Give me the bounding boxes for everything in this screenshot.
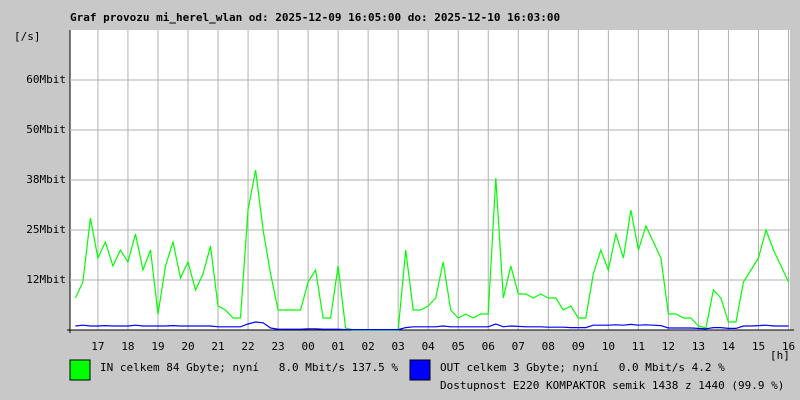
x-tick-label: 20 bbox=[181, 340, 194, 353]
x-tick-label: 06 bbox=[482, 340, 495, 353]
x-tick-label: 18 bbox=[121, 340, 134, 353]
y-tick-label: 50Mbit bbox=[26, 123, 66, 136]
x-tick-label: 22 bbox=[241, 340, 254, 353]
x-tick-label: 01 bbox=[331, 340, 344, 353]
legend-swatch bbox=[69, 359, 91, 381]
x-tick-label: 05 bbox=[452, 340, 465, 353]
x-tick-label: 17 bbox=[91, 340, 104, 353]
x-tick-label: 12 bbox=[662, 340, 675, 353]
series-line bbox=[75, 321, 789, 331]
legend-swatch bbox=[409, 359, 431, 381]
y-tick-label: 12Mbit bbox=[26, 273, 66, 286]
x-tick-label: 16 bbox=[782, 340, 795, 353]
y-tick-label: 25Mbit bbox=[26, 223, 66, 236]
annotation: Dostupnost E220 KOMPAKTOR semik 1438 z 1… bbox=[440, 379, 784, 392]
x-tick-label: 08 bbox=[542, 340, 555, 353]
legend-label: OUT celkem 3 Gbyte; nyní 0.0 Mbit/s 4.2 … bbox=[440, 361, 725, 374]
x-tick-label: 04 bbox=[422, 340, 436, 353]
chart-title: Graf provozu mi_herel_wlan od: 2025-12-0… bbox=[70, 11, 560, 24]
x-tick-label: 03 bbox=[392, 340, 405, 353]
x-tick-label: 21 bbox=[211, 340, 224, 353]
x-tick-label: 10 bbox=[602, 340, 615, 353]
x-tick-label: 19 bbox=[151, 340, 164, 353]
x-unit-label: [h] bbox=[770, 349, 790, 362]
x-tick-label: 07 bbox=[512, 340, 525, 353]
x-tick-label: 00 bbox=[301, 340, 314, 353]
x-tick-label: 02 bbox=[362, 340, 375, 353]
y-unit-label: [/s] bbox=[14, 30, 41, 43]
x-tick-label: 15 bbox=[752, 340, 765, 353]
x-tick-label: 13 bbox=[692, 340, 705, 353]
y-tick-label: 60Mbit bbox=[26, 73, 66, 86]
series-line bbox=[74, 169, 790, 331]
x-tick-label: 09 bbox=[572, 340, 585, 353]
y-tick-label: 38Mbit bbox=[26, 173, 66, 186]
x-tick-label: 14 bbox=[722, 340, 736, 353]
x-tick-label: 23 bbox=[271, 340, 284, 353]
legend-label: IN celkem 84 Gbyte; nyní 8.0 Mbit/s 137.… bbox=[100, 361, 398, 374]
x-tick-label: 11 bbox=[632, 340, 645, 353]
